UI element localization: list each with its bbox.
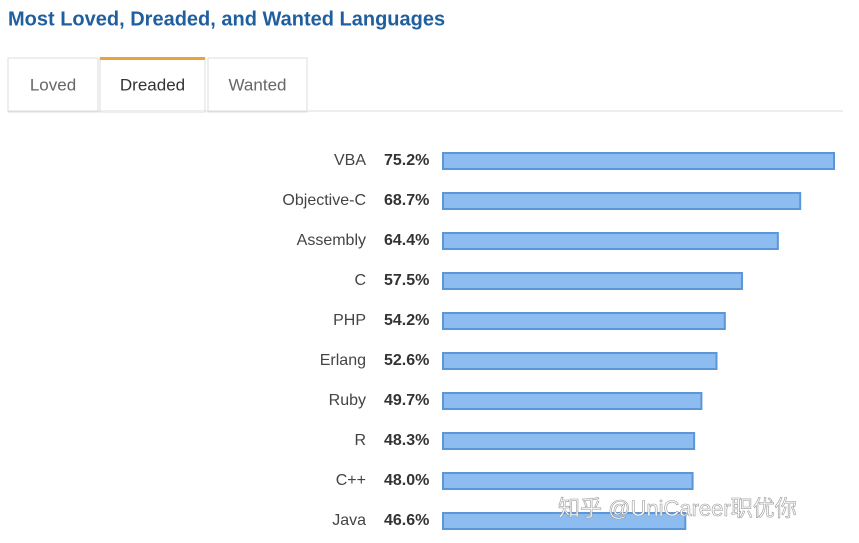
category-label: Java: [332, 512, 366, 529]
value-label: 64.4%: [384, 232, 429, 249]
value-label: 54.2%: [384, 312, 429, 329]
category-label: Objective-C: [282, 192, 366, 209]
bar-chart: VBA 75.2% Objective-C 68.7% Assembly 64.4% C 57…: [282, 152, 835, 530]
category-label: Ruby: [329, 392, 366, 409]
tab-label[interactable]: Wanted: [229, 75, 287, 94]
bar: [442, 272, 743, 290]
value-label: 68.7%: [384, 192, 429, 209]
value-label: 52.6%: [384, 352, 429, 369]
value-label: 46.6%: [384, 512, 429, 529]
value-label: 48.0%: [384, 472, 429, 489]
category-label: C++: [336, 472, 366, 489]
bar: [442, 472, 694, 490]
bar: [442, 352, 718, 370]
category-label: VBA: [334, 152, 366, 169]
value-label: 48.3%: [384, 432, 429, 449]
value-label: 75.2%: [384, 152, 429, 169]
category-label: C: [354, 272, 366, 289]
tab-bar: Loved Dreaded Wanted: [7, 57, 308, 113]
bar: [442, 192, 802, 210]
category-label: Assembly: [297, 232, 366, 249]
tab-active-indicator: [100, 57, 205, 60]
tab[interactable]: Loved: [7, 57, 99, 113]
tab-background: [207, 57, 308, 113]
tab-label[interactable]: Loved: [30, 75, 76, 94]
watermark: 知乎 @UniCareer职优你: [558, 496, 797, 521]
bar: [442, 392, 703, 410]
value-label: 49.7%: [384, 392, 429, 409]
page-title: Most Loved, Dreaded, and Wanted Language…: [8, 8, 445, 30]
tab[interactable]: Dreaded: [99, 57, 206, 113]
tab[interactable]: Wanted: [207, 57, 308, 113]
bar: [442, 512, 687, 530]
bar: [442, 152, 835, 170]
bar: [442, 432, 696, 450]
category-label: Erlang: [320, 352, 366, 369]
value-label: 57.5%: [384, 272, 429, 289]
bar: [442, 232, 779, 250]
category-label: PHP: [333, 312, 366, 329]
tab-background: [7, 57, 99, 113]
tab-background: [99, 57, 206, 113]
tab-label[interactable]: Dreaded: [120, 75, 185, 94]
bar: [442, 312, 726, 330]
category-label: R: [354, 432, 366, 449]
